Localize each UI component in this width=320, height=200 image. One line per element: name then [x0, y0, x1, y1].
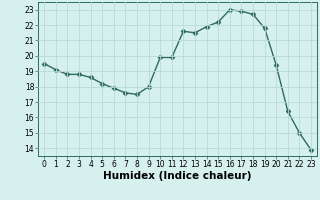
- X-axis label: Humidex (Indice chaleur): Humidex (Indice chaleur): [103, 171, 252, 181]
